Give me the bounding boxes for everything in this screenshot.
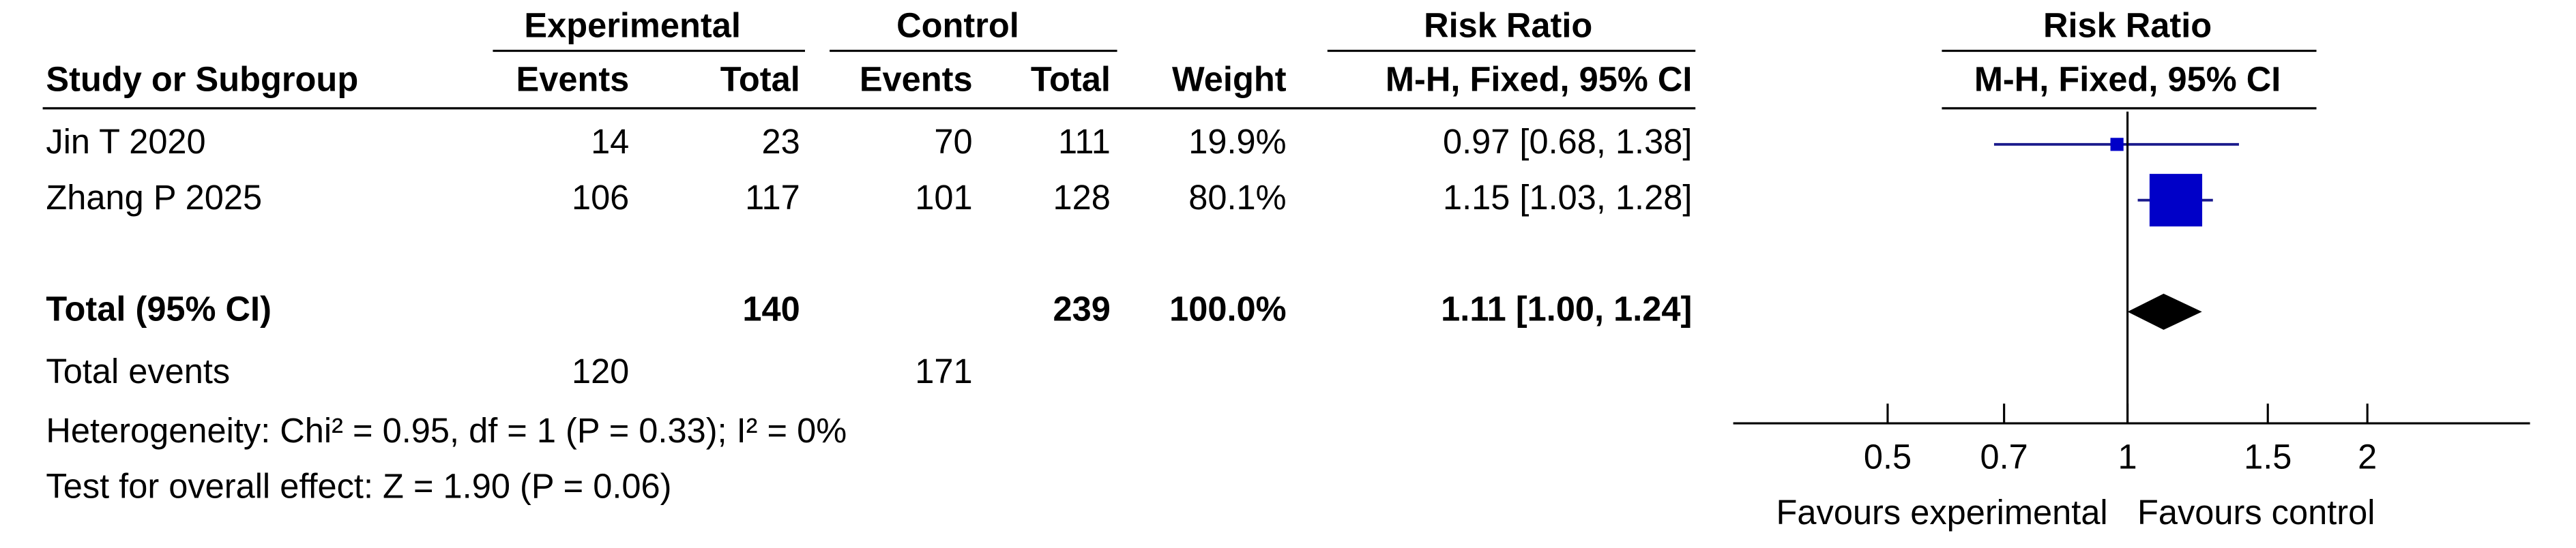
plot-header: M-H, Fixed, 95% CI xyxy=(1974,60,2281,99)
cell: 1.15 [1.03, 1.28] xyxy=(1443,178,1692,217)
x-tick-label: 1.5 xyxy=(2244,437,2292,476)
column-group: Experimental xyxy=(524,5,741,44)
column-header: Study or Subgroup xyxy=(46,60,358,99)
column-header: Total xyxy=(720,60,800,99)
column-header: Total xyxy=(1031,60,1111,99)
favours-label: Favours control xyxy=(2137,493,2375,532)
x-tick-label: 1 xyxy=(2118,437,2137,476)
study-name: Zhang P 2025 xyxy=(46,178,262,217)
cell: 80.1% xyxy=(1188,178,1286,217)
cell: 120 xyxy=(572,352,629,391)
summary-diamond xyxy=(2127,293,2202,330)
plot-header: Risk Ratio xyxy=(2043,5,2212,44)
cell: 100.0% xyxy=(1169,290,1286,329)
total-events: Total events xyxy=(46,352,230,391)
column-group: Control xyxy=(896,5,1019,44)
cell: 19.9% xyxy=(1188,122,1286,161)
cell: 171 xyxy=(915,352,972,391)
cell: 70 xyxy=(934,122,972,161)
heterogeneity: Heterogeneity: Chi² = 0.95, df = 1 (P = … xyxy=(46,411,847,450)
column-header: Weight xyxy=(1172,60,1287,99)
total-name: Total (95% CI) xyxy=(46,290,272,329)
cell: 23 xyxy=(762,122,800,161)
column-group: Risk Ratio xyxy=(1424,5,1592,44)
cell: 0.97 [0.68, 1.38] xyxy=(1443,122,1692,161)
cell: 111 xyxy=(1058,122,1111,161)
cell: 1.11 [1.00, 1.24] xyxy=(1441,290,1692,329)
cell: 239 xyxy=(1053,290,1111,329)
column-header: Events xyxy=(516,60,630,99)
column-header: M-H, Fixed, 95% CI xyxy=(1386,60,1692,99)
effect-square xyxy=(2149,174,2203,227)
cell: 140 xyxy=(742,290,800,329)
overall-effect: Test for overall effect: Z = 1.90 (P = 0… xyxy=(46,467,671,506)
cell: 14 xyxy=(591,122,629,161)
cell: 117 xyxy=(745,178,800,217)
cell: 106 xyxy=(572,178,629,217)
study-name: Jin T 2020 xyxy=(46,122,205,161)
x-tick-label: 0.5 xyxy=(1864,437,1912,476)
favours-label: Favours experimental xyxy=(1776,493,2108,532)
cell: 128 xyxy=(1053,178,1111,217)
column-header: Events xyxy=(860,60,973,99)
effect-square xyxy=(2110,138,2124,151)
cell: 101 xyxy=(915,178,972,217)
x-tick-label: 2 xyxy=(2358,437,2377,476)
x-tick-label: 0.7 xyxy=(1980,437,2028,476)
